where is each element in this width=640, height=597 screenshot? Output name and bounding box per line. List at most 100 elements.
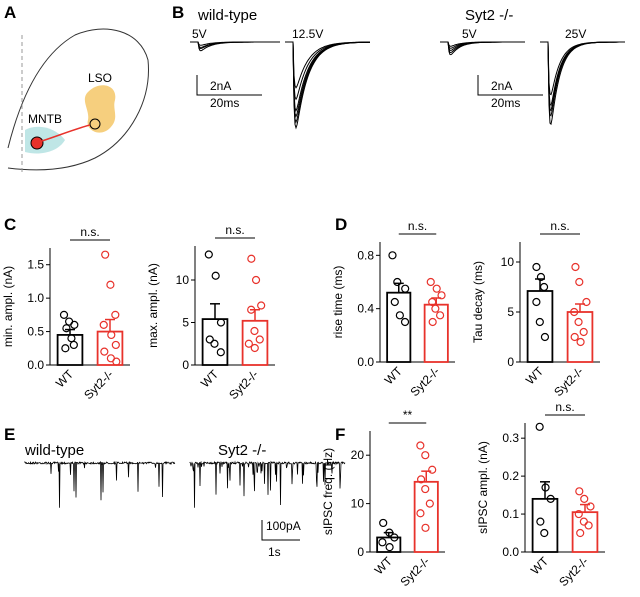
data-point [431,304,440,313]
bar [413,480,439,553]
data-point [111,340,120,350]
y-axis-label: rise time (ms) [331,266,345,339]
trace-title: wild-type [197,7,257,24]
data-point [205,335,214,344]
data-point [539,282,549,292]
data-point [428,465,437,474]
data-point [255,335,264,344]
data-point [570,332,579,342]
data-point [401,284,410,293]
x-tick-label: WT [528,554,552,578]
y-tick-label: 1.5 [27,258,44,272]
data-point [390,533,399,542]
data-point [59,310,69,319]
current-trace [24,460,176,508]
data-point [111,310,120,319]
y-tick-label: 0.0 [357,355,374,369]
data-point [69,340,78,350]
data-point [378,538,387,547]
scale-label: 20ms [491,96,520,110]
data-point [70,320,79,329]
y-tick-label: 5 [507,305,514,319]
data-point [536,517,545,526]
data-point [99,320,108,329]
annotation: n.s. [550,219,569,233]
data-point [379,518,388,528]
trace-title: wild-type [24,442,84,459]
data-point [546,494,555,503]
y-tick-label: 0.8 [357,248,374,262]
y-tick-label: 1.0 [27,291,44,305]
data-point [540,332,550,342]
data-point [428,297,437,307]
current-trace [285,41,370,112]
data-point [257,301,266,310]
data-point [216,318,226,327]
annotation: n.s. [555,400,574,414]
trace-step: 5V [192,27,207,41]
data-point [535,422,544,431]
y-tick-label: 0.3 [502,431,519,445]
annotation: n.s. [225,223,244,237]
data-point [421,523,430,532]
y-tick-label: 0 [507,355,514,369]
trace-step: 12.5V [292,27,323,41]
data-point [385,543,394,552]
annotation: n.s. [80,225,99,239]
y-tick-label: 0.1 [502,507,519,521]
data-point [61,344,70,353]
y-tick-label: 0 [182,358,189,372]
scale-label: 2nA [210,79,231,93]
data-point [101,250,110,259]
panel-label: F [335,425,345,444]
current-trace [440,41,525,49]
data-point [576,337,585,347]
annotation: n.s. [408,219,427,233]
bar [56,334,84,366]
bar [96,330,124,366]
data-point [582,297,591,307]
trace-title: Syt2 -/- [218,442,266,459]
data-point [204,250,213,259]
data-point [540,528,549,538]
data-point [536,272,546,282]
data-point [395,311,404,320]
brainstem-diagram: MNTB LSO [7,28,149,175]
data-point [247,305,256,314]
data-point [575,277,584,287]
data-point [393,277,402,287]
y-tick-label: 0.4 [357,302,374,316]
trace-step: 25V [565,27,586,41]
y-tick-label: 0.0 [27,358,44,372]
y-tick-label: 20 [351,448,365,462]
diagram-label: LSO [88,71,112,85]
data-point [100,347,109,356]
x-tick-label: WT [372,554,396,578]
data-point [575,487,584,496]
panel-label: C [4,215,16,234]
scale-label: 1s [268,545,281,559]
x-tick-label: Syt2-/- [81,367,116,402]
panel-label: B [172,3,184,22]
data-point [250,343,259,353]
x-tick-label: WT [523,364,547,388]
data-point [388,251,397,260]
y-tick-label: 0.5 [27,325,44,339]
diagram-label: MNTB [28,112,62,126]
data-point [244,339,253,348]
data-point [586,502,595,511]
x-tick-label: Syt2-/- [551,364,586,399]
data-point [426,277,435,287]
trace-step: 5V [462,27,477,41]
y-tick-label: 10 [176,273,190,287]
bar [526,290,554,363]
bar [386,291,412,363]
data-point [385,528,394,537]
current-trace [540,41,625,106]
y-tick-label: 0 [357,545,364,559]
data-point [62,324,71,333]
bar [423,303,449,363]
panel-label: A [4,3,16,22]
data-point [574,317,583,327]
